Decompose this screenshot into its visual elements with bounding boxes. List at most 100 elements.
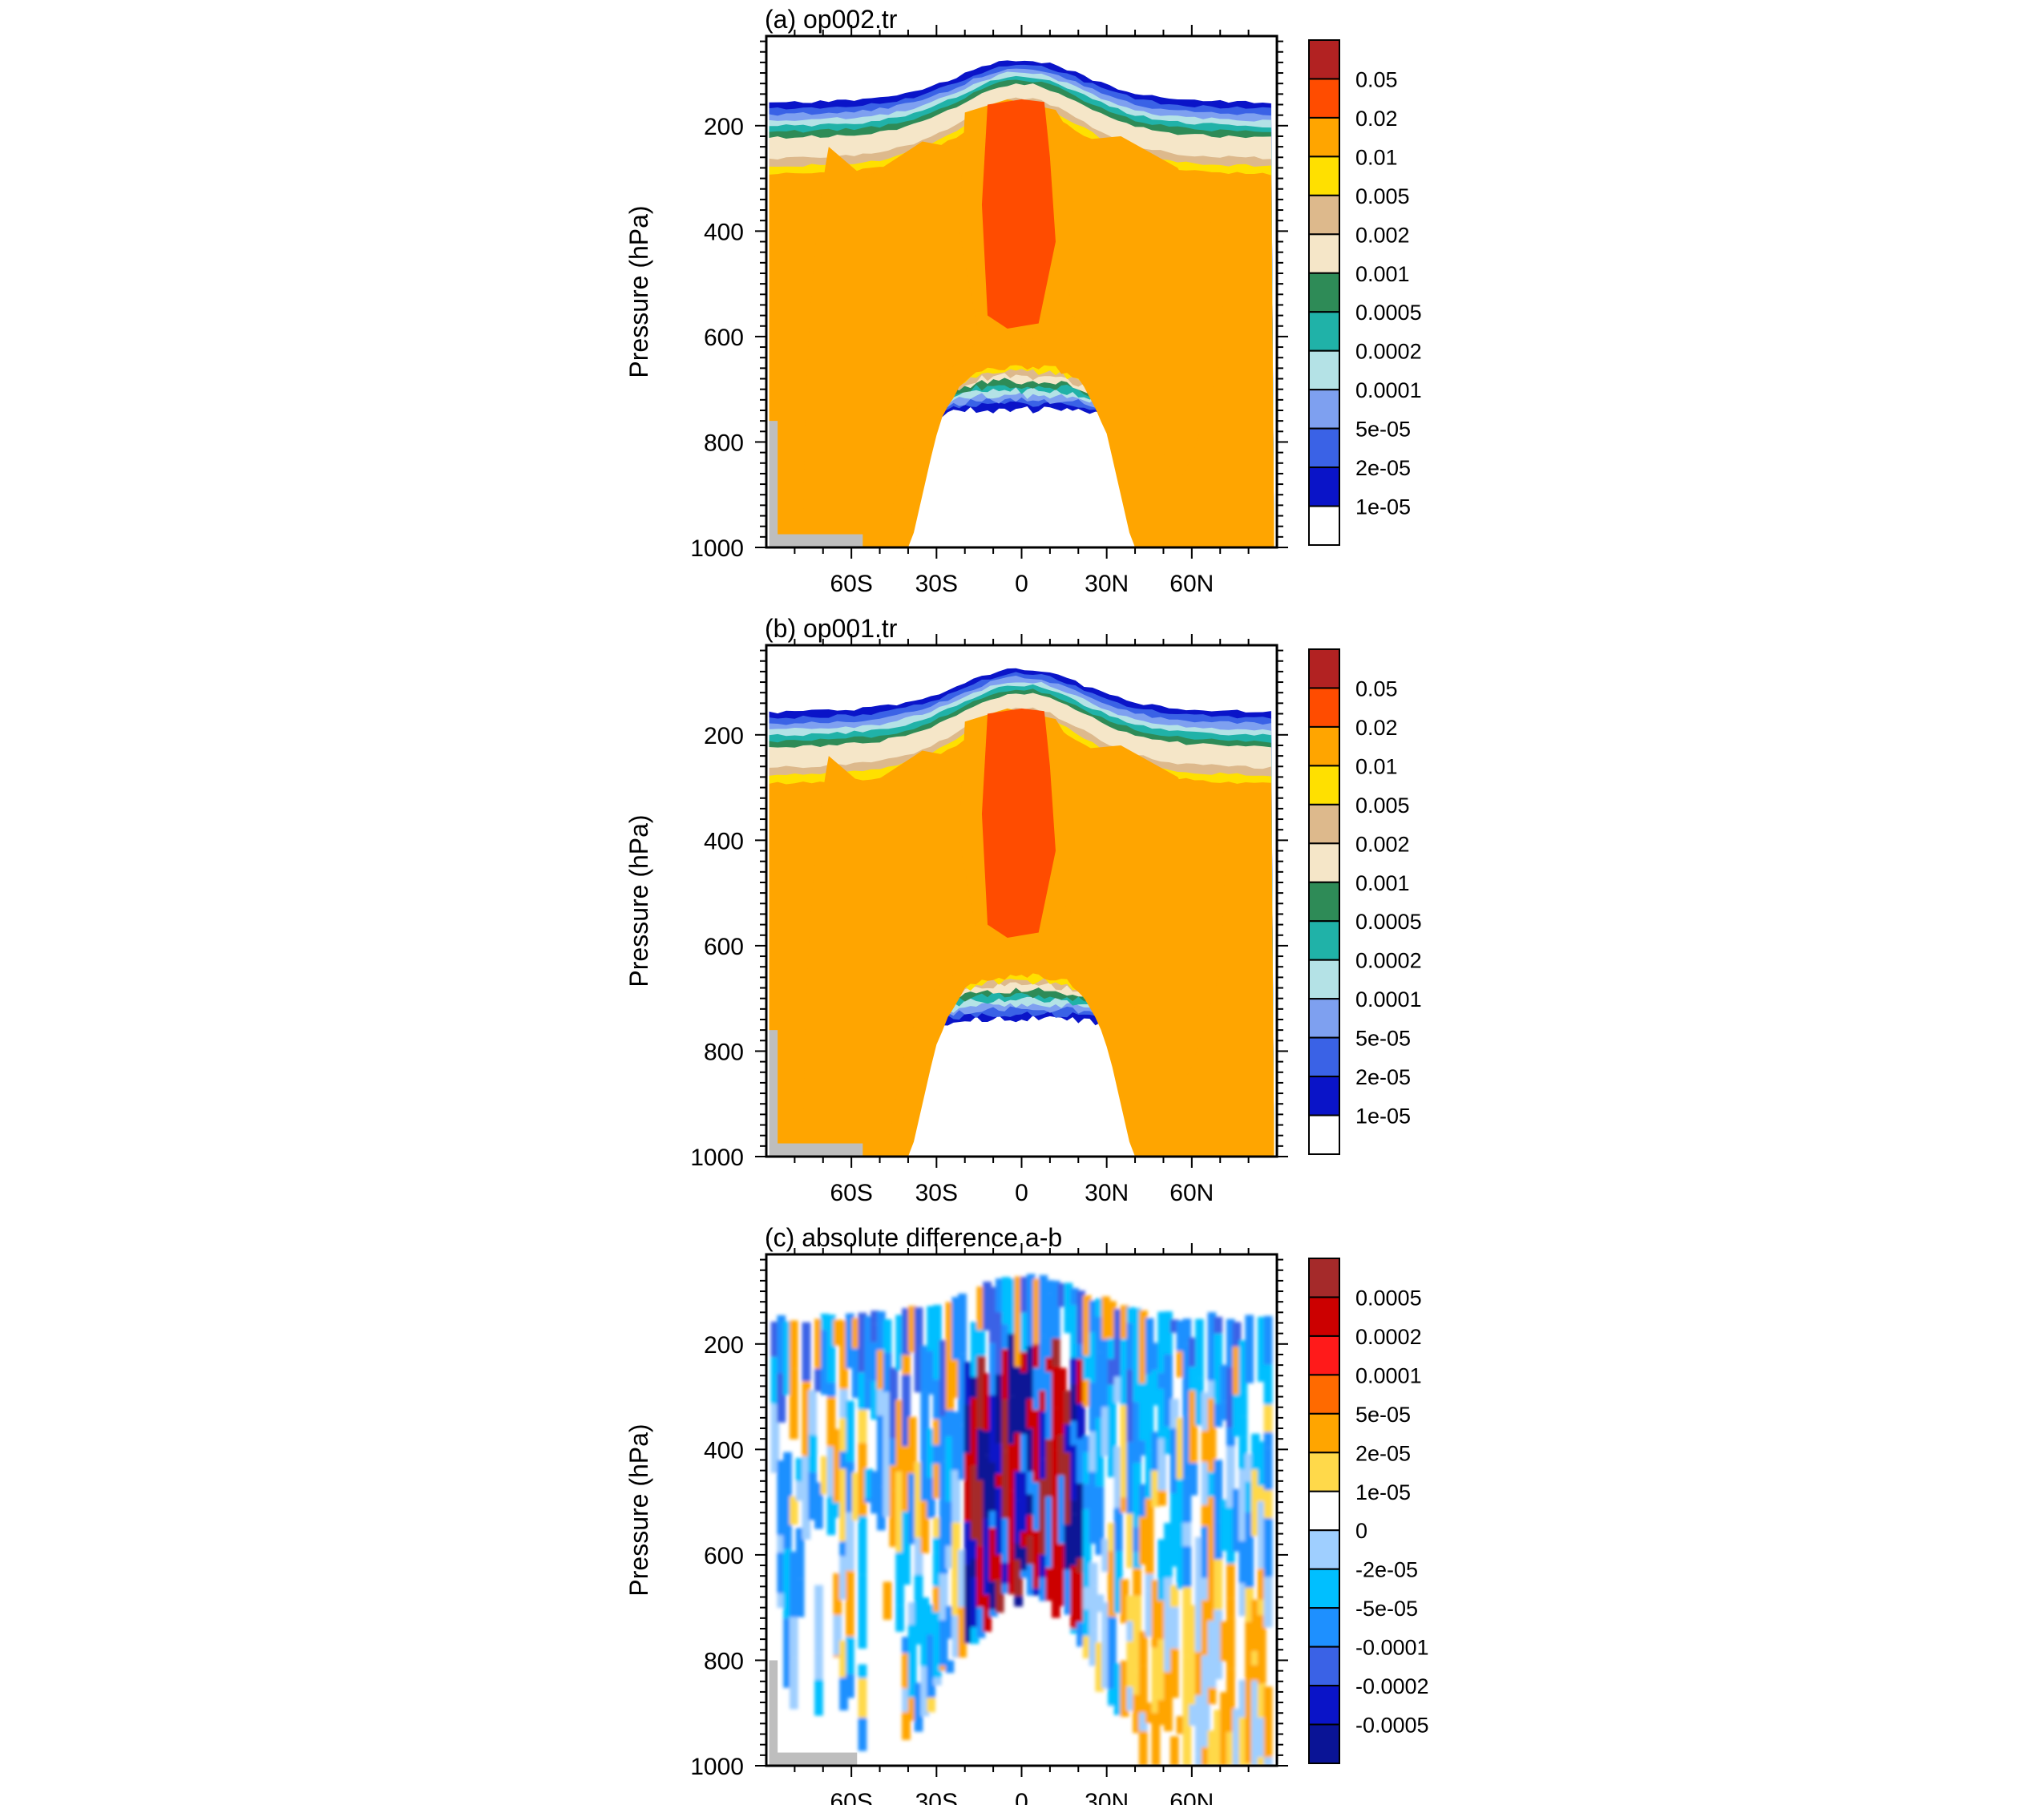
diff-cell bbox=[802, 1381, 811, 1456]
diff-cell bbox=[1257, 1683, 1266, 1718]
diff-cell bbox=[814, 1679, 823, 1716]
diff-cell bbox=[1020, 1570, 1029, 1578]
diff-cell bbox=[1226, 1446, 1235, 1508]
diff-cell bbox=[1169, 1585, 1179, 1608]
diff-cell bbox=[989, 1286, 998, 1343]
diff-cell bbox=[1176, 1417, 1186, 1480]
diff-cell bbox=[1026, 1274, 1036, 1347]
diff-cell bbox=[902, 1446, 911, 1512]
diff-cell bbox=[1070, 1305, 1080, 1359]
diff-cell bbox=[989, 1462, 998, 1512]
diff-cell bbox=[777, 1460, 786, 1536]
diff-cell bbox=[1051, 1280, 1060, 1339]
diff-cell bbox=[976, 1480, 986, 1546]
diff-cell bbox=[839, 1541, 849, 1557]
diff-cell bbox=[1126, 1513, 1136, 1569]
diff-cell bbox=[939, 1340, 948, 1416]
x-tick-label: 30N bbox=[1085, 1180, 1129, 1206]
colorbar-box bbox=[1308, 1036, 1340, 1078]
diff-cell bbox=[1220, 1402, 1229, 1421]
diff-cell bbox=[1101, 1625, 1110, 1689]
diff-cell bbox=[1220, 1499, 1229, 1551]
diff-cell bbox=[970, 1398, 980, 1466]
diff-cell bbox=[851, 1472, 861, 1520]
diff-cell bbox=[1001, 1324, 1011, 1350]
diff-cell bbox=[902, 1374, 911, 1447]
diff-cell bbox=[989, 1581, 998, 1610]
diff-cell bbox=[951, 1359, 961, 1399]
diff-cell bbox=[963, 1404, 973, 1454]
colorbar-label: 1e-05 bbox=[1355, 495, 1411, 519]
diff-cell bbox=[1263, 1431, 1273, 1448]
diff-cell bbox=[1145, 1374, 1154, 1451]
diff-cell bbox=[914, 1462, 923, 1538]
diff-cell bbox=[976, 1286, 986, 1331]
x-tick-label: 30S bbox=[915, 571, 958, 597]
diff-cell bbox=[1126, 1686, 1136, 1711]
diff-cell bbox=[1164, 1354, 1173, 1427]
colorbar-label: 0.002 bbox=[1355, 223, 1410, 247]
y-tick-label: 400 bbox=[704, 219, 744, 245]
diff-cell bbox=[1126, 1595, 1136, 1621]
diff-cell bbox=[1051, 1407, 1060, 1451]
colorbar-box bbox=[1308, 1374, 1340, 1415]
diff-cell bbox=[1032, 1278, 1042, 1345]
diff-cell bbox=[839, 1320, 849, 1390]
diff-cell bbox=[1182, 1522, 1192, 1547]
diff-cell bbox=[864, 1498, 874, 1503]
diff-cell bbox=[1107, 1301, 1117, 1339]
diff-cell bbox=[1189, 1337, 1198, 1367]
colorbar-box bbox=[1308, 505, 1340, 546]
diff-cell bbox=[1201, 1540, 1210, 1578]
diff-cell bbox=[846, 1512, 854, 1571]
diff-cell bbox=[1169, 1736, 1179, 1766]
colorbar-label: 0.0001 bbox=[1355, 987, 1422, 1012]
diff-cell bbox=[1064, 1452, 1073, 1524]
diff-cell bbox=[1057, 1283, 1067, 1307]
x-tick-label: 30S bbox=[915, 1180, 958, 1206]
diff-cell bbox=[907, 1306, 917, 1353]
diff-cell bbox=[1169, 1399, 1179, 1429]
diff-cell bbox=[976, 1607, 986, 1638]
missing-data-surface bbox=[769, 1752, 858, 1766]
diff-cell bbox=[1138, 1631, 1148, 1666]
diff-cell bbox=[889, 1438, 899, 1466]
diff-cell bbox=[989, 1343, 998, 1395]
diff-cell bbox=[1220, 1692, 1229, 1766]
diff-cell bbox=[1257, 1757, 1266, 1766]
diff-cell bbox=[1082, 1636, 1092, 1659]
diff-cell bbox=[871, 1310, 879, 1325]
diff-cell bbox=[1189, 1367, 1198, 1391]
diff-cell bbox=[1176, 1479, 1186, 1525]
diff-cell bbox=[1263, 1315, 1273, 1365]
diff-cell bbox=[1045, 1496, 1054, 1569]
diff-cell bbox=[1151, 1580, 1161, 1648]
diff-cell bbox=[1014, 1367, 1023, 1433]
diff-cell bbox=[1051, 1338, 1060, 1367]
diff-cell bbox=[1008, 1395, 1017, 1444]
diff-cell bbox=[1014, 1543, 1023, 1560]
diff-cell bbox=[989, 1511, 998, 1528]
x-tick-label: 60S bbox=[830, 1789, 872, 1805]
diff-cell bbox=[1207, 1621, 1217, 1688]
diff-cell bbox=[1151, 1647, 1161, 1698]
diff-cell bbox=[1089, 1585, 1098, 1630]
panel-title: (b) op001.tr bbox=[765, 614, 898, 643]
diff-cell bbox=[1020, 1351, 1029, 1373]
diff-cell bbox=[1045, 1293, 1054, 1358]
diff-cell bbox=[1201, 1504, 1210, 1527]
diff-cell bbox=[902, 1653, 911, 1689]
diff-cell bbox=[833, 1615, 842, 1656]
diff-cell bbox=[1151, 1698, 1161, 1714]
diff-cell bbox=[995, 1278, 1004, 1313]
diff-cell bbox=[1138, 1484, 1148, 1504]
diff-cell bbox=[1201, 1655, 1210, 1694]
colorbar-label: 0.0001 bbox=[1355, 378, 1422, 402]
colorbar-box bbox=[1308, 1296, 1340, 1337]
colorbar-label: 5e-05 bbox=[1355, 418, 1411, 442]
diff-cell bbox=[889, 1465, 899, 1491]
diff-cell bbox=[1077, 1403, 1085, 1440]
diff-cell bbox=[1126, 1369, 1136, 1443]
colorbar-box bbox=[1308, 725, 1340, 767]
diff-cell bbox=[777, 1314, 786, 1374]
